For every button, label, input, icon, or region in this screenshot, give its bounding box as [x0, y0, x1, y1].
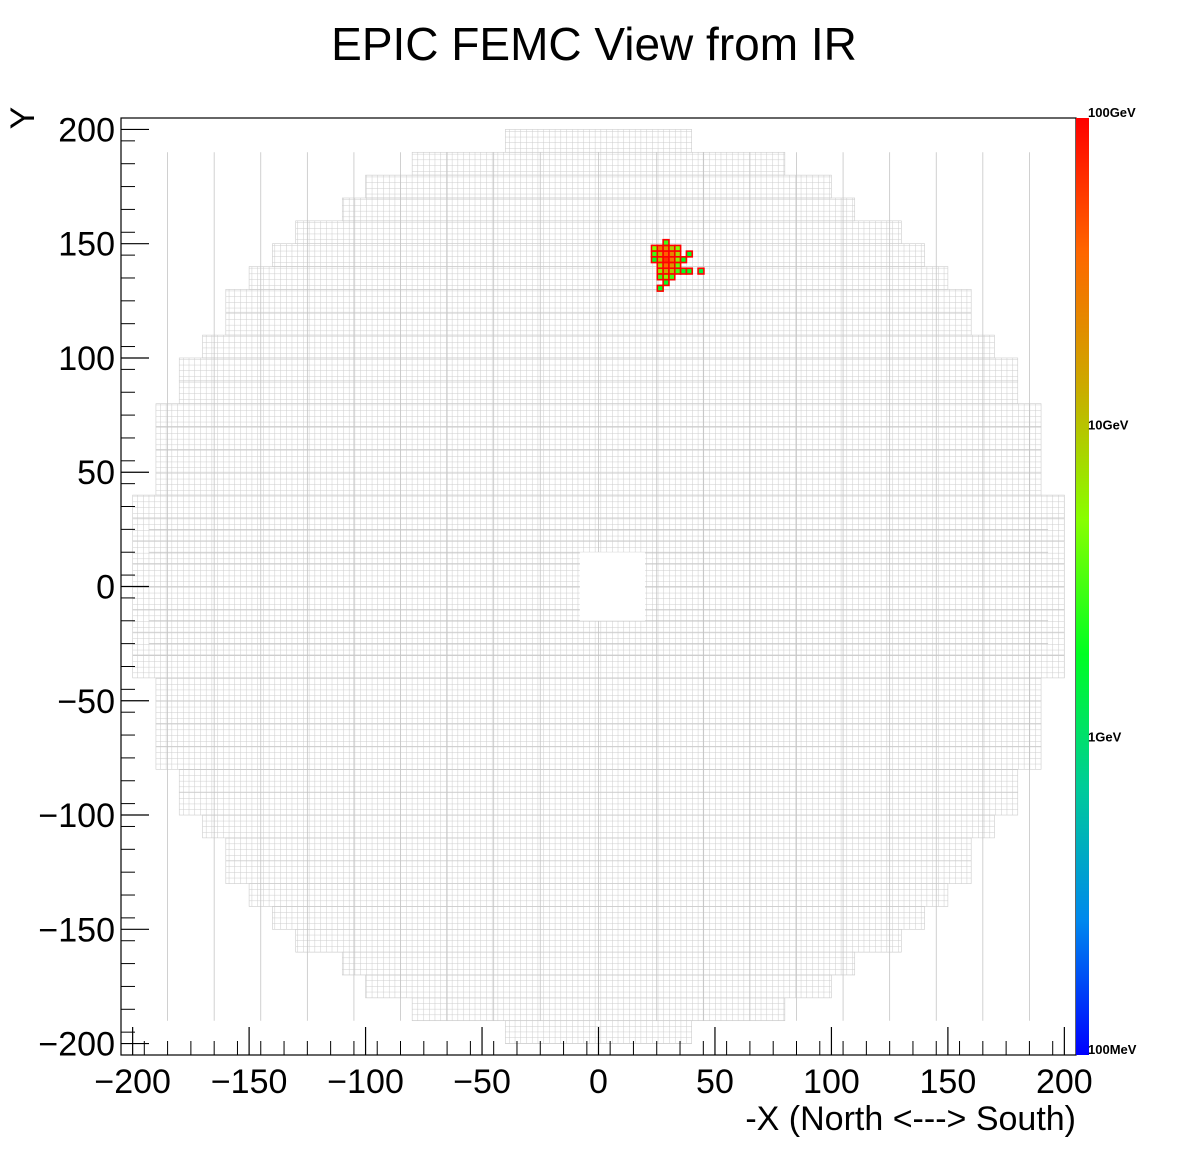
hit-tower	[650, 244, 659, 252]
hit-tower	[656, 284, 664, 292]
y-tick-label: 200	[58, 111, 115, 149]
x-tick-label: 50	[696, 1063, 734, 1101]
hit-tower	[673, 261, 682, 270]
hit-tower	[668, 250, 676, 258]
y-tick-label: −200	[38, 1026, 115, 1064]
colorbar-label: 100GeV	[1088, 105, 1136, 120]
hit-tower	[662, 250, 670, 258]
hit-towers	[650, 238, 705, 292]
hit-tower	[668, 273, 676, 281]
x-tick-label: 200	[1036, 1063, 1093, 1101]
detector-towers	[121, 129, 1065, 1044]
hit-tower	[662, 267, 670, 275]
x-tick-label: 100	[803, 1063, 860, 1101]
hit-tower	[697, 267, 705, 275]
hit-tower	[650, 250, 659, 258]
x-tick-label: 150	[920, 1063, 977, 1101]
hit-tower	[662, 244, 670, 252]
colorbar-label: 1GeV	[1088, 730, 1122, 745]
y-axis-label: Y	[4, 107, 42, 130]
y-tick-label: 50	[77, 454, 115, 492]
y-tick-label: −50	[57, 683, 115, 721]
x-tick-label: −200	[94, 1063, 171, 1101]
x-axis-ticks: −200 −150 −100 −50 0 50 100 150 200	[94, 1027, 1093, 1101]
hit-tower	[668, 267, 676, 275]
x-tick-label: −50	[453, 1063, 511, 1101]
hit-tower	[662, 238, 670, 247]
hit-tower	[656, 250, 664, 258]
hit-tower	[656, 273, 664, 281]
tower-strip	[505, 129, 692, 153]
hit-tower	[662, 256, 670, 264]
hit-tower	[679, 267, 688, 275]
hit-tower	[673, 267, 682, 275]
hit-tower	[650, 256, 659, 264]
x-axis-label: -X (North <---> South)	[745, 1100, 1076, 1138]
hit-tower	[656, 267, 664, 275]
hit-tower	[685, 250, 694, 258]
x-tick-label: −100	[327, 1063, 404, 1101]
hit-tower	[673, 244, 682, 252]
hit-tower	[656, 256, 664, 264]
colorbar-label: 100MeV	[1088, 1042, 1137, 1057]
x-tick-label: 0	[589, 1063, 608, 1101]
hit-tower	[673, 250, 682, 258]
y-tick-label: −100	[38, 797, 115, 835]
hit-tower	[662, 278, 670, 287]
hit-tower	[668, 244, 676, 252]
hit-tower	[673, 256, 682, 264]
chart-title: EPIC FEMC View from IR	[331, 18, 857, 70]
hit-tower	[656, 244, 664, 252]
y-tick-label: 100	[58, 340, 115, 378]
hit-tower	[662, 261, 670, 270]
x-tick-label: −150	[211, 1063, 288, 1101]
y-tick-label: 0	[96, 569, 115, 607]
y-axis-ticks: −200 −150 −100 −50 0 50 100 150 200	[38, 111, 149, 1064]
hit-tower	[668, 256, 676, 264]
colorbar	[1076, 118, 1089, 1055]
beam-hole	[579, 552, 646, 621]
y-tick-label: 150	[58, 226, 115, 264]
hit-tower	[679, 256, 688, 264]
hit-tower	[662, 273, 670, 281]
hit-tower	[685, 267, 694, 275]
hit-tower	[656, 261, 664, 270]
hit-tower	[668, 261, 676, 270]
y-tick-label: −150	[38, 911, 115, 949]
colorbar-label: 10GeV	[1088, 417, 1129, 432]
colorbar-labels: 100GeV 10GeV 1GeV 100MeV	[1088, 105, 1137, 1057]
